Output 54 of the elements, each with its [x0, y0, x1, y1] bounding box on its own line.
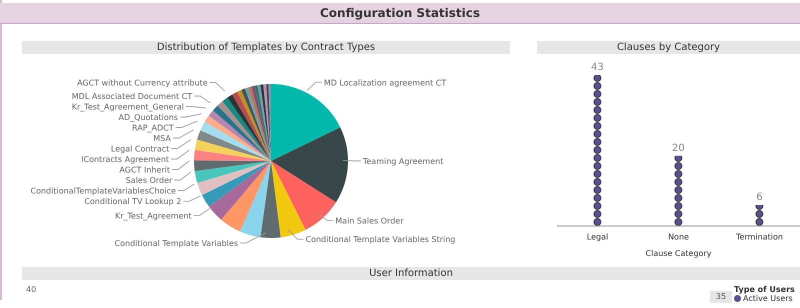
text: Active Users	[742, 294, 794, 303]
slice-label: MDL Associated Document CT	[72, 92, 192, 102]
pie-slice	[200, 122, 271, 161]
x-axis-title: Clause Category	[646, 249, 712, 258]
pie-slice	[271, 161, 336, 230]
pie-slice	[204, 116, 271, 161]
slice-label: MD Localization agreement CT	[324, 78, 446, 88]
slice-label: Legal Contract	[110, 144, 170, 154]
slice-label: Conditional TV Lookup 2	[84, 197, 182, 206]
pie-slice	[194, 161, 271, 183]
slice-label: Teaming Agreement	[362, 156, 444, 166]
pie-slice	[194, 160, 271, 172]
slice-label: IContracts Agreement	[81, 155, 170, 164]
pie-slice	[263, 84, 271, 161]
slice-label: AGCT without Currency attribute	[77, 78, 208, 88]
slice-label: Sales Order	[126, 176, 174, 186]
chart-title: Clauses by Category	[537, 41, 800, 54]
x-tick-label: None	[668, 232, 690, 242]
slice-label: AD_Quotations	[118, 113, 178, 122]
pie-slice	[260, 161, 281, 238]
pie-slice	[271, 161, 306, 238]
slice-label: Kr_Test_Agreement	[114, 211, 192, 220]
pie-slice	[197, 130, 271, 161]
data-label: 20	[672, 142, 685, 154]
slice-label: Main Sales Order	[335, 216, 404, 226]
pie-slice	[260, 84, 271, 161]
slice-label: RAP_ADCT	[132, 124, 174, 133]
pie-slice	[271, 127, 348, 202]
pie-slice	[194, 140, 271, 161]
data-label: 43	[591, 62, 604, 73]
pie-slice	[271, 84, 340, 161]
slice-label: Kr_Test_Agreement_General	[72, 102, 184, 112]
slice-label: AGCT Inherit	[119, 166, 170, 175]
text: Configuration Statistics	[0, 3, 800, 24]
data-label: 6	[756, 192, 763, 203]
pie-slice	[197, 161, 271, 196]
pie-slice	[194, 150, 271, 161]
slice-label: MSA	[153, 134, 172, 144]
text: 40	[26, 285, 36, 294]
slice-label: Conditional Template Variables String	[306, 235, 456, 244]
x-tick-label: Legal	[586, 232, 608, 242]
slice-label: Conditional Template Variables	[114, 239, 238, 248]
text: User Information	[22, 267, 800, 280]
x-tick-label: Termination	[735, 232, 783, 242]
pie-slice	[202, 161, 271, 207]
pie-slice	[254, 85, 271, 161]
text: 35	[710, 291, 732, 303]
legend-title: Type of Users	[734, 285, 795, 294]
pie-slice	[240, 161, 271, 238]
slice-label: ConditionalTemplateVariablesChoice	[30, 186, 176, 196]
chart-title: Distribution of Templates by Contract Types	[22, 41, 510, 54]
pie-slice	[221, 161, 271, 232]
pie-slice	[208, 161, 271, 220]
pie-slice	[258, 84, 271, 161]
